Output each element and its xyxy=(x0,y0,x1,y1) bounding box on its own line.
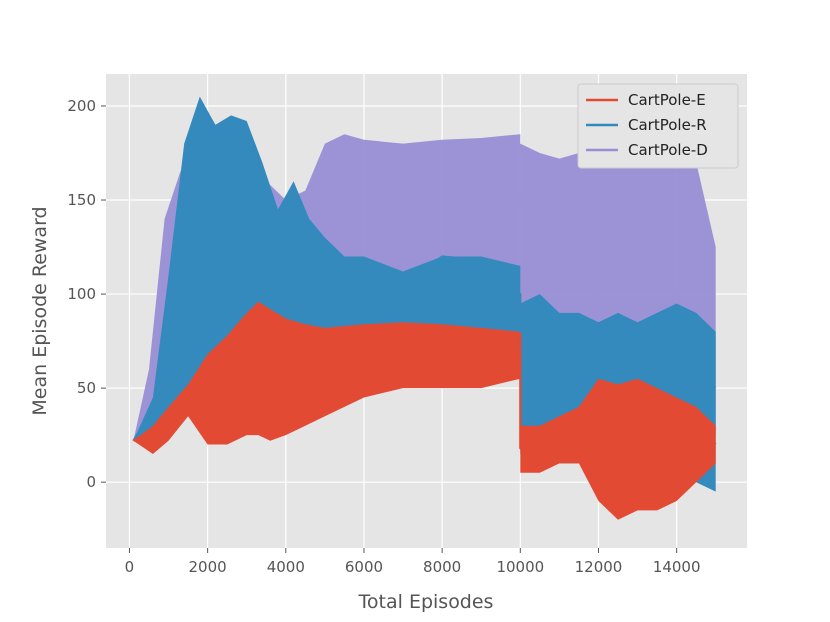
x-tick-label: 14000 xyxy=(653,558,701,576)
cartpole-r-legend-label: CartPole-R xyxy=(628,116,707,134)
series-fills xyxy=(133,96,716,520)
x-tick-label: 8000 xyxy=(423,558,461,576)
legend-box xyxy=(577,83,739,169)
x-tick-label: 12000 xyxy=(575,558,623,576)
y-tick-label: 200 xyxy=(67,97,96,115)
series-lines xyxy=(132,217,717,450)
x-axis-label: Total Episodes xyxy=(358,591,494,613)
y-tick-label: 50 xyxy=(77,379,96,397)
y-tick-label: 100 xyxy=(67,285,96,303)
cartpole-r-mean-line xyxy=(132,217,717,442)
cartpole-e-legend-label: CartPole-E xyxy=(628,91,706,109)
cartpole-e-mean-line xyxy=(132,302,717,450)
y-tick-label: 150 xyxy=(67,191,96,209)
x-tick-label: 0 xyxy=(125,558,135,576)
y-axis-label: Mean Episode Reward xyxy=(29,206,51,415)
x-tick-label: 6000 xyxy=(345,558,383,576)
cartpole-e-band xyxy=(133,301,716,520)
x-tick-label: 4000 xyxy=(267,558,305,576)
x-tick-label: 10000 xyxy=(496,558,544,576)
y-tick-label: 0 xyxy=(86,473,96,491)
cartpole-d-legend-label: CartPole-D xyxy=(628,141,708,159)
ticks: 0 2000 4000 6000 8000 10000 12000 14000 0 50 100 15… xyxy=(67,97,700,576)
x-tick-label: 2000 xyxy=(189,558,227,576)
legend: CartPole-E CartPole-R CartPole-D xyxy=(577,83,739,169)
